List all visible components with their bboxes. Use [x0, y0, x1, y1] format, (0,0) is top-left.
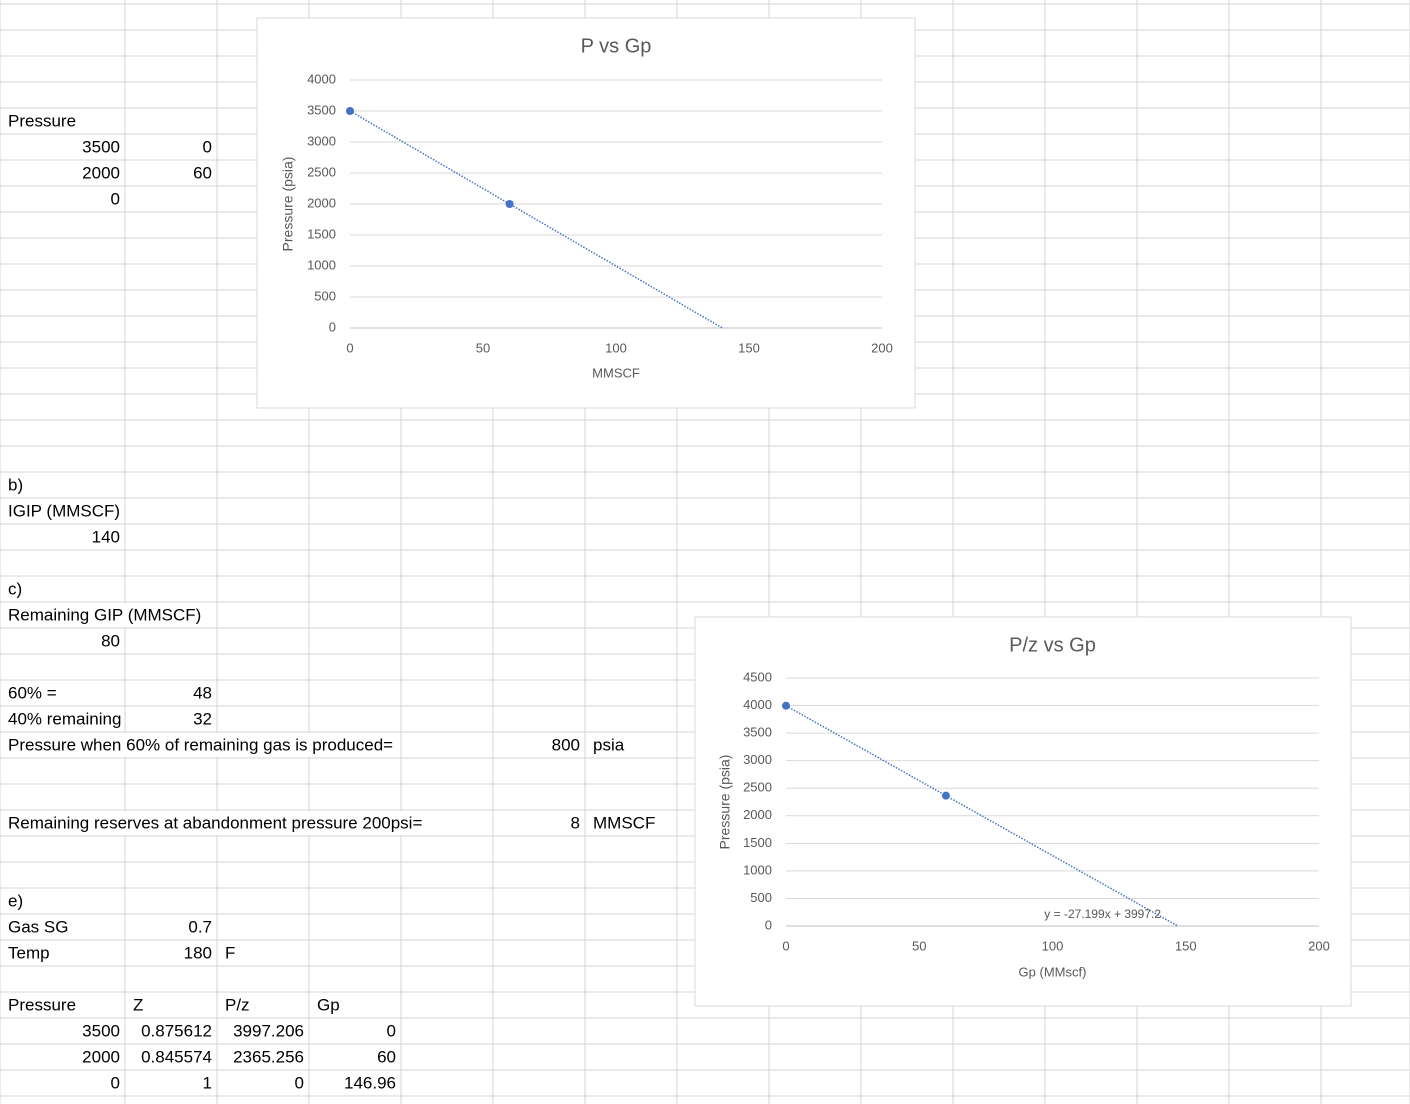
cell-number[interactable]: 140 — [92, 527, 120, 546]
cell-number[interactable]: 146.96 — [344, 1073, 396, 1092]
y-tick-label: 1000 — [307, 257, 336, 272]
cell-number[interactable]: 0 — [111, 1073, 120, 1092]
cell-number[interactable]: 0 — [295, 1073, 304, 1092]
y-axis-label: Pressure (psia) — [717, 755, 733, 850]
cell-text[interactable]: MMSCF — [593, 813, 655, 832]
cell-text[interactable]: c) — [8, 579, 22, 598]
y-tick-label: 3500 — [743, 725, 772, 740]
x-tick-label: 0 — [346, 340, 353, 355]
cell-overflow — [1, 603, 205, 627]
cell-text[interactable]: 40% remaining — [8, 709, 121, 728]
y-tick-label: 1000 — [743, 862, 772, 877]
cell-text[interactable]: b) — [8, 475, 23, 494]
cell-number[interactable]: 0 — [387, 1021, 396, 1040]
cell-text[interactable]: psia — [593, 735, 625, 754]
y-tick-label: 4500 — [743, 669, 772, 684]
cell-number[interactable]: 180 — [184, 943, 212, 962]
cell-text[interactable]: e) — [8, 891, 23, 910]
cell-number[interactable]: 3997.206 — [233, 1021, 304, 1040]
x-axis-label: MMSCF — [592, 365, 640, 380]
chart-area[interactable] — [694, 616, 1352, 1007]
cell-number[interactable]: 80 — [101, 631, 120, 650]
cell-number[interactable]: 60 — [377, 1047, 396, 1066]
y-tick-label: 3000 — [743, 752, 772, 767]
cell-number[interactable]: 2365.256 — [233, 1047, 304, 1066]
cell-number[interactable]: 0.7 — [188, 917, 212, 936]
cell-text[interactable]: Gp — [317, 995, 340, 1014]
chart-title: P vs Gp — [581, 35, 652, 57]
cell-number[interactable]: 800 — [552, 735, 580, 754]
x-tick-label: 100 — [1042, 938, 1064, 953]
cell-text[interactable]: F — [225, 943, 235, 962]
cell-number[interactable]: 60 — [193, 163, 212, 182]
cell-text[interactable]: Gas SG — [8, 917, 68, 936]
y-tick-label: 1500 — [307, 226, 336, 241]
cell-number[interactable]: 0 — [203, 137, 212, 156]
cell-text[interactable]: Z — [133, 995, 143, 1014]
x-tick-label: 100 — [605, 340, 627, 355]
x-tick-label: 200 — [1308, 938, 1330, 953]
cell-overflow — [1, 733, 397, 757]
cell-text[interactable]: Remaining reserves at abandonment pressu… — [8, 813, 422, 832]
data-point — [941, 791, 950, 800]
y-tick-label: 500 — [750, 890, 772, 905]
cell-text[interactable]: Pressure — [8, 111, 76, 130]
x-tick-label: 150 — [738, 340, 760, 355]
y-tick-label: 3500 — [307, 102, 336, 117]
y-tick-label: 0 — [765, 917, 772, 932]
y-tick-label: 2500 — [307, 164, 336, 179]
y-tick-label: 3000 — [307, 133, 336, 148]
cell-number[interactable]: 8 — [571, 813, 580, 832]
y-tick-label: 2000 — [307, 195, 336, 210]
chart-title: P/z vs Gp — [1009, 634, 1096, 656]
trendline-label: y = -27.199x + 3997.2 — [1044, 907, 1161, 921]
cell-number[interactable]: 1 — [203, 1073, 212, 1092]
x-axis-label: Gp (MMscf) — [1019, 964, 1087, 979]
x-tick-label: 150 — [1175, 938, 1197, 953]
cell-number[interactable]: 48 — [193, 683, 212, 702]
y-tick-label: 2500 — [743, 780, 772, 795]
data-point — [346, 107, 354, 115]
cell-number[interactable]: 0.845574 — [141, 1047, 212, 1066]
cell-text[interactable]: Pressure — [8, 995, 76, 1014]
y-tick-label: 0 — [329, 319, 336, 334]
cell-number[interactable]: 32 — [193, 709, 212, 728]
cell-number[interactable]: 0 — [111, 189, 120, 208]
y-tick-label: 500 — [314, 288, 336, 303]
cell-number[interactable]: 0.875612 — [141, 1021, 212, 1040]
cell-number[interactable]: 3500 — [82, 137, 120, 156]
cell-text[interactable]: P/z — [225, 995, 250, 1014]
cell-number[interactable]: 2000 — [82, 163, 120, 182]
cell-text[interactable]: Remaining GIP (MMSCF) — [8, 605, 201, 624]
cell-text[interactable]: 60% = — [8, 683, 57, 702]
data-point — [782, 701, 790, 710]
cell-text[interactable]: Temp — [8, 943, 50, 962]
data-point — [505, 200, 514, 208]
x-tick-label: 50 — [912, 938, 926, 953]
x-tick-label: 200 — [871, 340, 893, 355]
cell-text[interactable]: Pressure when 60% of remaining gas is pr… — [8, 735, 393, 754]
y-tick-label: 4000 — [743, 697, 772, 712]
cell-number[interactable]: 3500 — [82, 1021, 120, 1040]
x-tick-label: 0 — [782, 938, 789, 953]
x-tick-label: 50 — [476, 340, 490, 355]
chart-area[interactable] — [256, 17, 916, 409]
cell-overflow — [1, 811, 426, 835]
y-tick-label: 4000 — [307, 71, 336, 86]
y-tick-label: 2000 — [743, 807, 772, 822]
cell-text[interactable]: IGIP (MMSCF) — [8, 501, 120, 520]
cell-number[interactable]: 2000 — [82, 1047, 120, 1066]
y-axis-label: Pressure (psia) — [280, 157, 296, 252]
y-tick-label: 1500 — [743, 835, 772, 850]
